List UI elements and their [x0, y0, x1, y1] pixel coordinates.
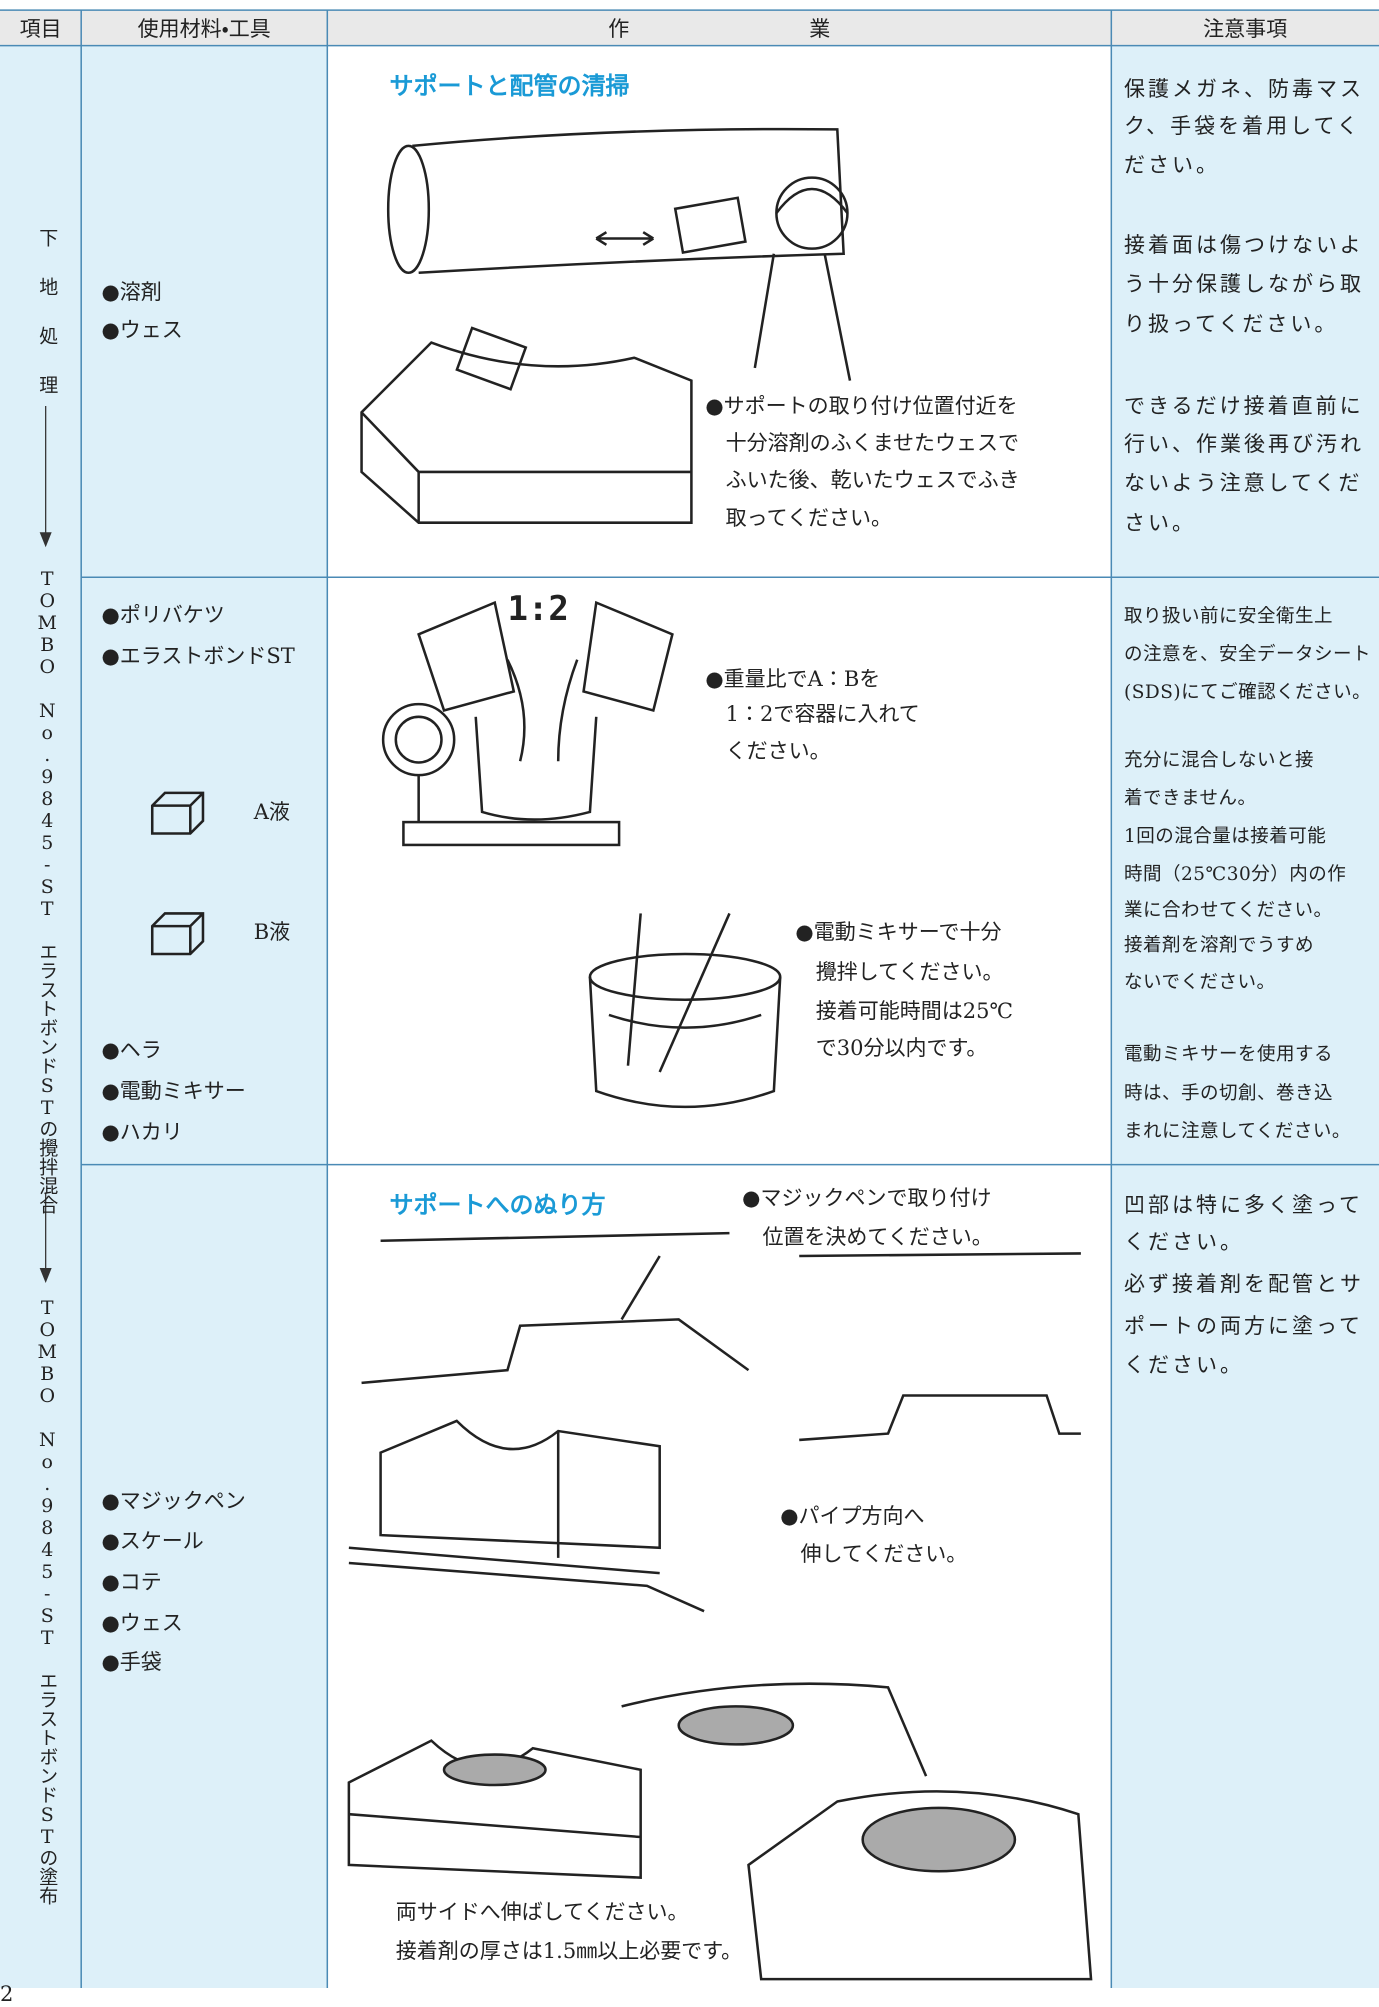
note-line: ないよう注意してくだ [1124, 471, 1363, 496]
note-line: できるだけ接着直前に [1124, 393, 1364, 418]
note-line: う十分保護しながら取 [1124, 272, 1364, 297]
material-item: ●エラストボンドST [101, 643, 295, 668]
material-item: ●溶剤 [101, 279, 162, 304]
header-cell: 作業 [608, 17, 1011, 42]
work-caption: ふいた後、乾いたウェスでふき [725, 467, 1020, 492]
note-line: さい。 [1124, 510, 1196, 535]
note-line: ク、手袋を着用してく [1124, 113, 1361, 138]
material-item: ●手袋 [101, 1649, 162, 1674]
note-line: ください。 [1124, 1229, 1244, 1254]
note-line: り扱ってください。 [1124, 311, 1339, 336]
work-caption: 接着可能時間は25℃ [815, 999, 1013, 1024]
material-item: ●ポリバケツ [101, 603, 225, 628]
work-caption: 取ってください。 [725, 505, 892, 530]
process-step: TOMBO No.9845-ST エラストボンドSTの攪拌混合 [36, 568, 59, 1215]
material-item: ●ウェス [101, 317, 183, 342]
step-arrows [39, 405, 52, 1284]
note-line: 凹部は特に多く塗って [1124, 1193, 1363, 1218]
note-line: 接着面は傷つけないよ [1124, 232, 1364, 257]
section-title: サポートへのぬり方 [389, 1191, 606, 1220]
note-line: ください。 [1124, 1353, 1244, 1378]
work-caption: 攪拌してください。 [815, 959, 1004, 984]
work-caption: 位置を決めてください。 [762, 1224, 993, 1249]
note-line: 着できません。 [1124, 788, 1257, 810]
work-caption: ●マジックペンで取り付け [742, 1185, 992, 1210]
note-line: 充分に混合しないと接 [1124, 750, 1315, 772]
page-number: 2 [0, 1982, 14, 2007]
material-item: ●ハカリ [101, 1119, 183, 1144]
material-item: ●マジックペン [101, 1488, 246, 1513]
process-step: 下地処理 [36, 228, 59, 425]
work-caption: ●電動ミキサーで十分 [795, 920, 1002, 945]
header-cell: 使用材料・工具 [137, 17, 271, 42]
table-grid [0, 9, 1379, 1988]
material-item: ●スケール [101, 1529, 204, 1554]
left-bg [0, 45, 328, 1988]
note-line: 保護メガネ、防毒マス [1124, 76, 1364, 101]
liquid-label: B液 [253, 920, 291, 945]
note-line: の注意を、安全データシート [1124, 643, 1372, 665]
note-line: 業に合わせてください。 [1124, 899, 1333, 921]
header-cell: 注意事項 [1203, 17, 1288, 42]
note-line: 行い、作業後再び汚れ [1124, 432, 1364, 457]
material-item: ●電動ミキサー [101, 1079, 246, 1104]
note-line: 接着剤を溶剤でうすめ [1124, 935, 1315, 957]
note-line: 1回の混合量は接着可能 [1124, 826, 1327, 848]
material-item: ●コテ [101, 1569, 162, 1594]
section-title: サポートと配管の清掃 [389, 72, 630, 101]
work-caption: ●サポートの取り付け位置付近を [705, 393, 1018, 418]
process-step: TOMBO No.9845-ST エラストボンドSTの塗布 [36, 1296, 59, 1905]
header-cell: 項目 [19, 17, 62, 42]
work-caption: 接着剤の厚さは1.5㎜以上必要です。 [395, 1939, 743, 1964]
note-line: 必ず接着剤を配管とサ [1124, 1271, 1364, 1296]
work-caption: 伸してください。 [800, 1542, 968, 1567]
drawings [150, 127, 1093, 1981]
note-line: 時間（25℃30分）内の作 [1124, 864, 1347, 886]
note-line: ポートの両方に塗って [1124, 1313, 1363, 1338]
material-item: ●ヘラ [101, 1038, 162, 1063]
material-item: ●ウェス [101, 1610, 183, 1635]
note-line: (SDS)にてご確認ください。 [1124, 681, 1372, 703]
work-caption: 両サイドへ伸ばしてください。 [395, 1899, 689, 1924]
work-caption: 1：2で容器に入れて [725, 702, 920, 727]
note-line: 時は、手の切創、巻き込 [1124, 1082, 1334, 1104]
note-line: ないでください。 [1124, 972, 1276, 994]
ratio-label: 1:2 [507, 588, 569, 629]
work-caption: で30分以内です。 [815, 1035, 988, 1060]
note-line: まれに注意してください。 [1124, 1120, 1351, 1142]
work-caption: ●重量比でA：Bを [705, 666, 881, 691]
work-caption: 十分溶剤のふくませたウェスで [725, 430, 1020, 455]
work-caption: ください。 [725, 739, 831, 764]
liquid-label: A液 [253, 799, 290, 824]
right-bg [1111, 45, 1379, 1988]
note-line: ださい。 [1124, 152, 1220, 177]
note-line: 取り扱い前に安全衛生上 [1124, 605, 1334, 627]
work-caption: ●パイプ方向へ [780, 1504, 925, 1528]
header-bg [0, 10, 1379, 46]
note-line: 電動ミキサーを使用する [1124, 1044, 1334, 1066]
